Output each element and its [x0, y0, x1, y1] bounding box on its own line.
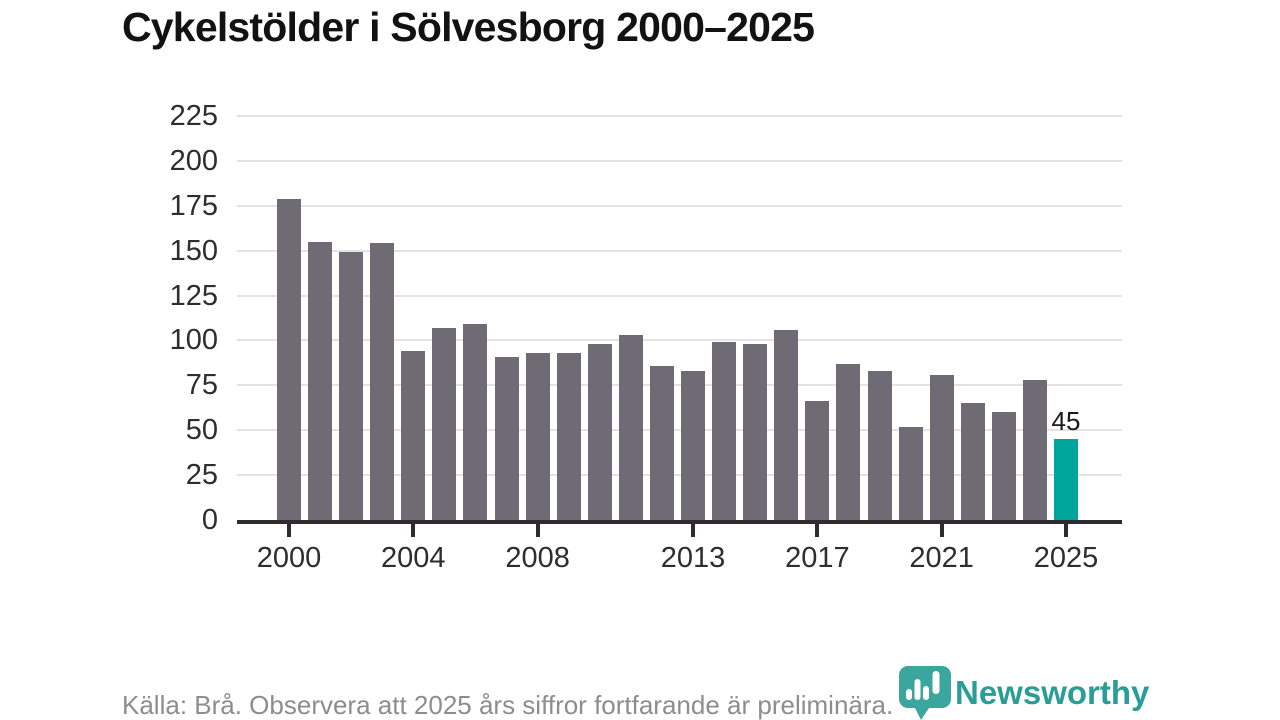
- y-axis-label-0: 0: [201, 504, 218, 536]
- x-axis-label-2013: 2013: [660, 542, 726, 574]
- y-axis-label-50: 50: [185, 414, 218, 447]
- bar-2024: [1022, 379, 1047, 520]
- bar-2018: [836, 363, 861, 520]
- x-axis-tick-2021: [939, 522, 944, 537]
- x-axis-tick-2008: [535, 522, 540, 537]
- bar-2025: [1054, 439, 1078, 520]
- source-note: Källa: Brå. Observera att 2025 års siffr…: [122, 690, 894, 720]
- x-axis-tick-2013: [691, 522, 696, 537]
- gridline-225: [237, 115, 1122, 117]
- bar-2021: [929, 374, 954, 520]
- x-axis-tick-2004: [411, 522, 416, 537]
- y-axis-label-225: 225: [169, 100, 218, 132]
- x-axis-label-2017: 2017: [785, 542, 850, 574]
- bar-2012: [649, 365, 674, 520]
- y-axis-label-125: 125: [169, 279, 218, 312]
- gridline-175: [237, 204, 1122, 207]
- y-axis-label-200: 200: [169, 144, 218, 177]
- bar-2020: [898, 426, 923, 520]
- x-axis-label-2025: 2025: [1033, 542, 1099, 574]
- bar-2003: [370, 243, 395, 520]
- bar-2016: [774, 329, 799, 520]
- gridline-125: [237, 294, 1122, 297]
- bar-2017: [805, 401, 830, 520]
- bar-2004: [401, 351, 426, 520]
- bar-2023: [991, 412, 1016, 520]
- bar-2002: [339, 252, 364, 520]
- y-axis-label-175: 175: [169, 189, 218, 222]
- y-axis-label-100: 100: [169, 324, 218, 357]
- gridline-200: [237, 159, 1122, 162]
- gridline-100: [237, 339, 1122, 342]
- x-axis-tick-2025: [1064, 522, 1068, 537]
- bar-2011: [618, 335, 643, 520]
- gridline-50: [237, 429, 1122, 432]
- gridline-150: [237, 249, 1122, 252]
- y-axis-label-75: 75: [185, 369, 218, 402]
- bar-2000: [277, 198, 301, 520]
- bar-2006: [463, 324, 488, 520]
- bar-2008: [525, 353, 550, 520]
- bar-2010: [587, 344, 612, 520]
- newsworthy-logo-icon: [899, 666, 951, 720]
- bar-2014: [712, 342, 737, 520]
- bar-2009: [556, 353, 581, 520]
- gridline-75: [237, 384, 1122, 387]
- y-axis-label-25: 25: [185, 459, 218, 492]
- x-axis-tick-2000: [287, 522, 291, 537]
- bar-2005: [432, 327, 457, 520]
- bar-2022: [960, 403, 985, 520]
- x-axis-tick-2017: [815, 522, 820, 537]
- bar-2001: [308, 241, 333, 520]
- chart-title: Cykelstölder i Sölvesborg 2000–2025: [122, 4, 815, 50]
- newsworthy-wordmark: Newsworthy: [955, 674, 1150, 711]
- y-axis-label-150: 150: [169, 234, 218, 267]
- gridline-25: [237, 474, 1122, 477]
- x-axis-label-2021: 2021: [909, 542, 974, 574]
- x-axis-label-2004: 2004: [381, 542, 446, 574]
- bar-2019: [867, 370, 892, 520]
- bar-2013: [681, 370, 706, 520]
- x-axis-line: [237, 520, 1122, 524]
- bar-2015: [743, 344, 768, 520]
- x-axis-label-2000: 2000: [256, 542, 322, 574]
- bar-value-annotation: 45: [1051, 406, 1081, 437]
- x-axis-label-2008: 2008: [505, 542, 570, 574]
- bar-2007: [494, 356, 519, 520]
